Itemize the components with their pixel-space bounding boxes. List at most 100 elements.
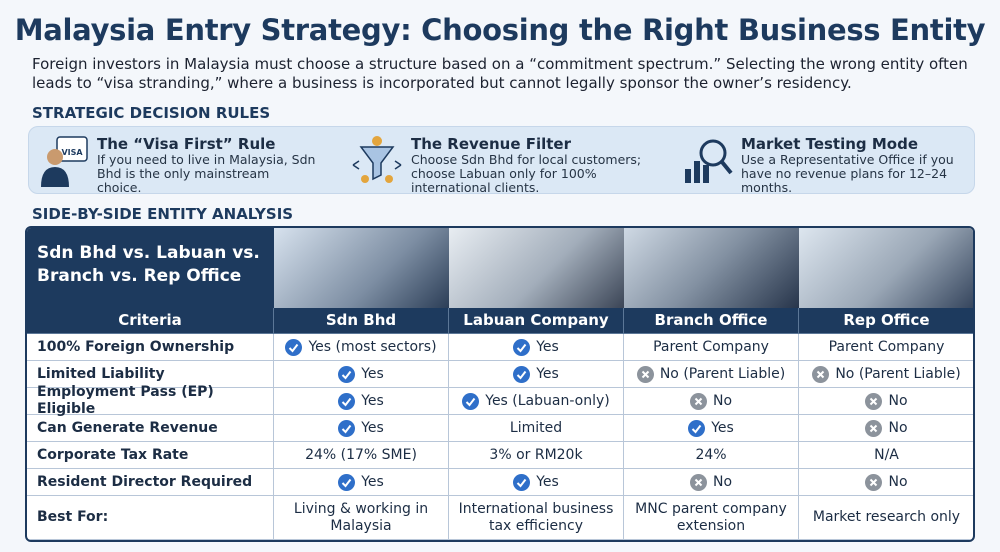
criterion: Employment Pass (EP) Eligible bbox=[27, 384, 274, 417]
cell-text: Yes bbox=[536, 338, 559, 355]
cell-text: Living & working in Malaysia bbox=[293, 500, 429, 534]
table-cell: No bbox=[624, 469, 799, 496]
section-heading: SIDE-BY-SIDE ENTITY ANALYSIS bbox=[32, 205, 294, 223]
table-cell: Yes bbox=[274, 415, 449, 442]
check-icon bbox=[688, 419, 706, 437]
criterion: Can Generate Revenue bbox=[27, 415, 274, 442]
cell-text: No bbox=[888, 473, 908, 490]
table-cell: No bbox=[624, 388, 799, 415]
table-cell: No bbox=[799, 469, 973, 496]
table-cell: Parent Company bbox=[799, 334, 973, 361]
cell-text: No (Parent Liable) bbox=[835, 365, 961, 382]
cell-text: Yes (most sectors) bbox=[308, 338, 437, 355]
table-cell: Parent Company bbox=[624, 334, 799, 361]
rule-title: The “Visa First” Rule bbox=[97, 135, 276, 153]
table-cell: No bbox=[799, 388, 973, 415]
criterion: Resident Director Required bbox=[27, 469, 274, 496]
rule-title: The Revenue Filter bbox=[411, 135, 572, 153]
rules-panel: VISA The “Visa First” Rule If you need to… bbox=[28, 126, 975, 195]
cell-text: Yes (Labuan-only) bbox=[485, 392, 610, 409]
table-cell: Living & working in Malaysia bbox=[274, 496, 449, 540]
cross-icon bbox=[865, 392, 883, 410]
table-cell: No bbox=[799, 415, 973, 442]
rule: VISA The “Visa First” Rule If you need to… bbox=[37, 135, 337, 195]
table-corner: Sdn Bhd vs. Labuan vs. Branch vs. Rep Of… bbox=[27, 228, 274, 308]
check-icon bbox=[513, 473, 531, 491]
table-cell: Yes bbox=[449, 334, 624, 361]
entity-table: Sdn Bhd vs. Labuan vs. Branch vs. Rep Of… bbox=[25, 226, 975, 542]
visa-icon: VISA bbox=[41, 136, 88, 187]
check-icon bbox=[338, 365, 356, 383]
table-cell: Yes (most sectors) bbox=[274, 334, 449, 361]
column-header: Branch Office bbox=[624, 308, 799, 334]
table-cell: International business tax efficiency bbox=[449, 496, 624, 540]
cell-text: No bbox=[712, 473, 733, 490]
table-cell: No (Parent Liable) bbox=[799, 361, 973, 388]
title: Malaysia Entry Strategy: Choosing the Ri… bbox=[14, 13, 986, 47]
table-cell: Market research only bbox=[799, 496, 973, 540]
cross-icon bbox=[865, 473, 883, 491]
column-header: Labuan Company bbox=[449, 308, 624, 334]
photo bbox=[799, 228, 973, 308]
table-cell: Yes bbox=[274, 361, 449, 388]
cross-icon bbox=[812, 365, 830, 383]
cell-text: 3% or RM20k bbox=[489, 446, 583, 463]
table-cell: No (Parent Liable) bbox=[624, 361, 799, 388]
table-cell: Yes bbox=[624, 415, 799, 442]
table-cell: Limited bbox=[449, 415, 624, 442]
column-header: Sdn Bhd bbox=[274, 308, 449, 334]
cell-text: Yes bbox=[361, 419, 384, 436]
cell-text: Yes bbox=[536, 473, 559, 490]
cross-icon bbox=[636, 365, 654, 383]
cell-text: No (Parent Liable) bbox=[659, 365, 786, 382]
check-icon bbox=[513, 365, 531, 383]
criterion: Corporate Tax Rate bbox=[27, 442, 274, 469]
market-icon bbox=[685, 139, 733, 183]
cell-text: Yes bbox=[361, 365, 384, 382]
check-icon bbox=[513, 338, 531, 356]
rule-text: If you need to live in Malaysia, Sdn Bhd… bbox=[97, 152, 316, 195]
table-cell: 3% or RM20k bbox=[449, 442, 624, 469]
intro: Foreign investors in Malaysia must choos… bbox=[32, 55, 968, 92]
table-cell: Yes bbox=[449, 361, 624, 388]
cross-icon bbox=[689, 392, 707, 410]
rule-title: Market Testing Mode bbox=[741, 135, 919, 153]
cell-text: Market research only bbox=[812, 509, 961, 525]
cell-text: No bbox=[712, 392, 733, 409]
cell-text: International business tax efficiency bbox=[458, 500, 614, 534]
check-icon bbox=[338, 473, 356, 491]
check-icon bbox=[338, 419, 356, 437]
table-cell: 24% (17% SME) bbox=[274, 442, 449, 469]
cell-text: Limited bbox=[509, 419, 563, 436]
cell-text: Parent Company bbox=[828, 338, 945, 355]
check-icon bbox=[338, 392, 356, 410]
rule-text: Choose Sdn Bhd for local customers; choo… bbox=[411, 152, 642, 195]
table-cell: N/A bbox=[799, 442, 973, 469]
rule-text: Use a Representative Office if you have … bbox=[741, 152, 954, 195]
column-header: Criteria bbox=[27, 308, 274, 334]
section-heading: STRATEGIC DECISION RULES bbox=[32, 104, 271, 122]
cell-text: N/A bbox=[874, 446, 899, 463]
rule: Market Testing Mode Use a Representative … bbox=[681, 135, 971, 195]
cross-icon bbox=[865, 419, 883, 437]
cell-text: 24% bbox=[695, 446, 727, 463]
check-icon bbox=[462, 392, 480, 410]
cell-text: No bbox=[888, 392, 908, 409]
check-icon bbox=[285, 338, 303, 356]
table-cell: Yes (Labuan-only) bbox=[449, 388, 624, 415]
cell-text: No bbox=[888, 419, 908, 436]
criterion: Best For: bbox=[27, 496, 274, 540]
cell-text: Yes bbox=[536, 365, 559, 382]
cell-text: 24% (17% SME) bbox=[305, 446, 417, 463]
photo bbox=[274, 228, 449, 308]
photo bbox=[624, 228, 799, 308]
cell-text: Parent Company bbox=[653, 338, 769, 355]
cell-text: Yes bbox=[711, 419, 734, 436]
table-cell: Yes bbox=[449, 469, 624, 496]
photo bbox=[449, 228, 624, 308]
badge: VISA bbox=[61, 148, 83, 157]
column-header: Rep Office bbox=[799, 308, 973, 334]
cell-text: Yes bbox=[361, 392, 384, 409]
table-cell: Yes bbox=[274, 388, 449, 415]
